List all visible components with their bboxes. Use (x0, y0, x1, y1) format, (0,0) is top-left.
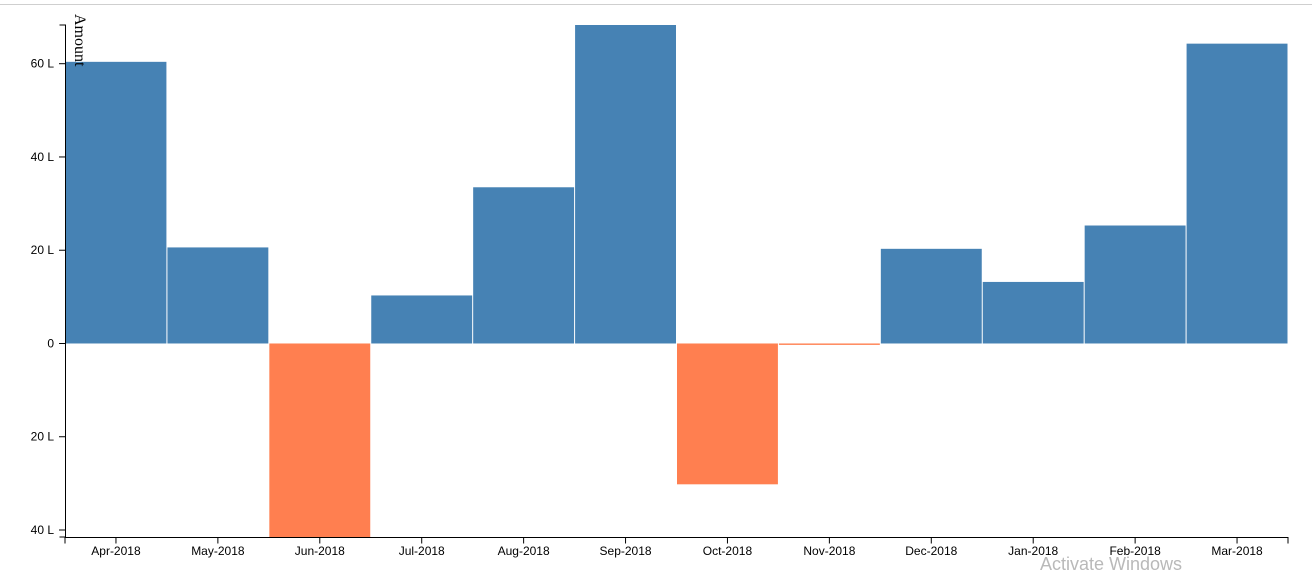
y-tick-label: 20 L (31, 243, 55, 257)
y-axis: 60 L 40 L 20 L 0 20 L 40 L (31, 24, 66, 538)
y-tick-label: 60 L (31, 57, 55, 71)
x-tick-label: Apr-2018 (91, 544, 141, 558)
x-axis: Apr-2018 May-2018 Jun-2018 Jul-2018 Aug-2018… (64, 537, 1289, 558)
y-tick-label: 0 (47, 336, 54, 350)
bar-feb-2018 (1084, 225, 1186, 344)
x-tick-label: Jan-2018 (1008, 544, 1058, 558)
y-axis-line (59, 24, 66, 538)
y-axis-title: Amount (71, 14, 88, 67)
x-tick-label: Mar-2018 (1211, 544, 1263, 558)
y-tick-label: 20 L (31, 430, 55, 444)
x-tick-label: Oct-2018 (703, 544, 753, 558)
bar-jun-2018 (269, 343, 371, 537)
bar-oct-2018 (677, 343, 778, 485)
bar-mar-2018 (1186, 43, 1288, 344)
bar-may-2018 (167, 247, 269, 344)
top-divider (0, 4, 1312, 5)
x-tick-label: Nov-2018 (803, 544, 855, 558)
x-tick-label: Sep-2018 (600, 544, 652, 558)
x-tick-label: Aug-2018 (498, 544, 550, 558)
x-tick-label: Dec-2018 (905, 544, 957, 558)
x-axis-line (64, 537, 1289, 544)
x-tick-label: Feb-2018 (1109, 544, 1161, 558)
bar-apr-2018 (65, 61, 167, 344)
bar-jan-2018 (982, 281, 1084, 344)
y-tick-label: 40 L (31, 523, 55, 537)
x-tick-label: Jun-2018 (295, 544, 345, 558)
bar-sep-2018 (575, 25, 676, 344)
bar-aug-2018 (473, 187, 575, 344)
bar-nov-2018 (778, 343, 880, 345)
bar-jul-2018 (371, 295, 473, 344)
y-tick-label: 40 L (31, 150, 55, 164)
x-tick-label: May-2018 (191, 544, 245, 558)
bars-group (65, 25, 1288, 537)
activate-windows-watermark: Activate Windows (1040, 554, 1183, 573)
x-tick-label: Jul-2018 (399, 544, 445, 558)
bar-dec-2018 (880, 248, 982, 344)
